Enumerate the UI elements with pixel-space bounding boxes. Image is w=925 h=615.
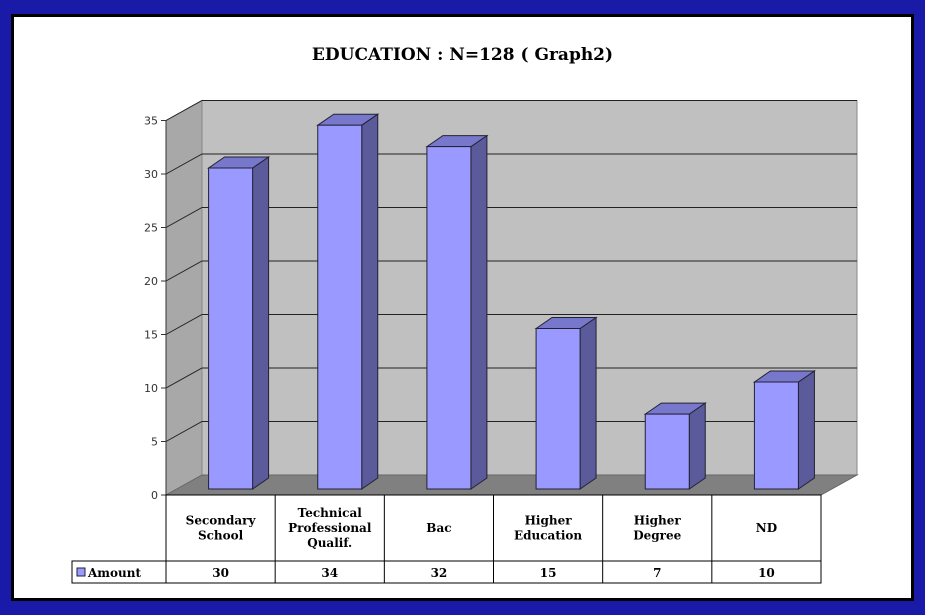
bar (644, 413, 690, 490)
category-label: Higher Education (514, 514, 582, 543)
bar-chart: 0 5 10 15 20 25 30 35 Secondary School 30 Technical… (71, 99, 859, 584)
category-label: Technical Professional Qualif. (288, 506, 372, 550)
bar (535, 328, 581, 490)
y-tick-label: 30 (144, 168, 158, 181)
bar-side (361, 113, 379, 490)
bar (317, 124, 363, 490)
gridline (165, 100, 857, 121)
bar-side (797, 370, 815, 490)
category-label: Higher Degree (633, 514, 681, 543)
category-label: Bac (426, 521, 451, 535)
table-value: 10 (758, 566, 775, 580)
bar-side (252, 156, 270, 490)
gridline (165, 367, 857, 389)
y-tick-label: 25 (144, 222, 158, 235)
y-tick-label: 5 (151, 436, 158, 449)
side-wall (165, 99, 203, 496)
bar-side (579, 316, 597, 490)
category-label: ND (756, 521, 777, 535)
chart-title: EDUCATION : N=128 ( Graph2) (311, 45, 614, 65)
gridline (165, 207, 857, 228)
table-value: 32 (431, 566, 448, 580)
y-tick-label: 0 (151, 489, 158, 502)
y-tick-label: 35 (144, 115, 158, 128)
table-value: 30 (212, 566, 229, 580)
floor (164, 474, 859, 496)
value-row (71, 560, 822, 584)
gridline (165, 260, 857, 282)
gridline (165, 314, 857, 335)
legend-label: Amount (87, 566, 141, 580)
y-tick-label: 15 (144, 329, 158, 342)
chart-frame: EDUCATION : N=128 ( Graph2) 0 5 10 15 20 25 30… (11, 14, 914, 601)
bar (208, 167, 254, 490)
gridline (165, 153, 857, 175)
category-label: Secondary School (186, 514, 257, 543)
legend-swatch (76, 567, 86, 577)
bar-side (688, 402, 706, 490)
table-value: 34 (321, 566, 338, 580)
y-tick-label: 10 (144, 382, 158, 395)
bar-side (470, 134, 488, 490)
bar (753, 381, 799, 490)
table-value: 7 (653, 566, 661, 580)
gridline (165, 421, 857, 442)
table-value: 15 (540, 566, 557, 580)
bar (426, 146, 472, 490)
y-tick-label: 20 (144, 275, 158, 288)
